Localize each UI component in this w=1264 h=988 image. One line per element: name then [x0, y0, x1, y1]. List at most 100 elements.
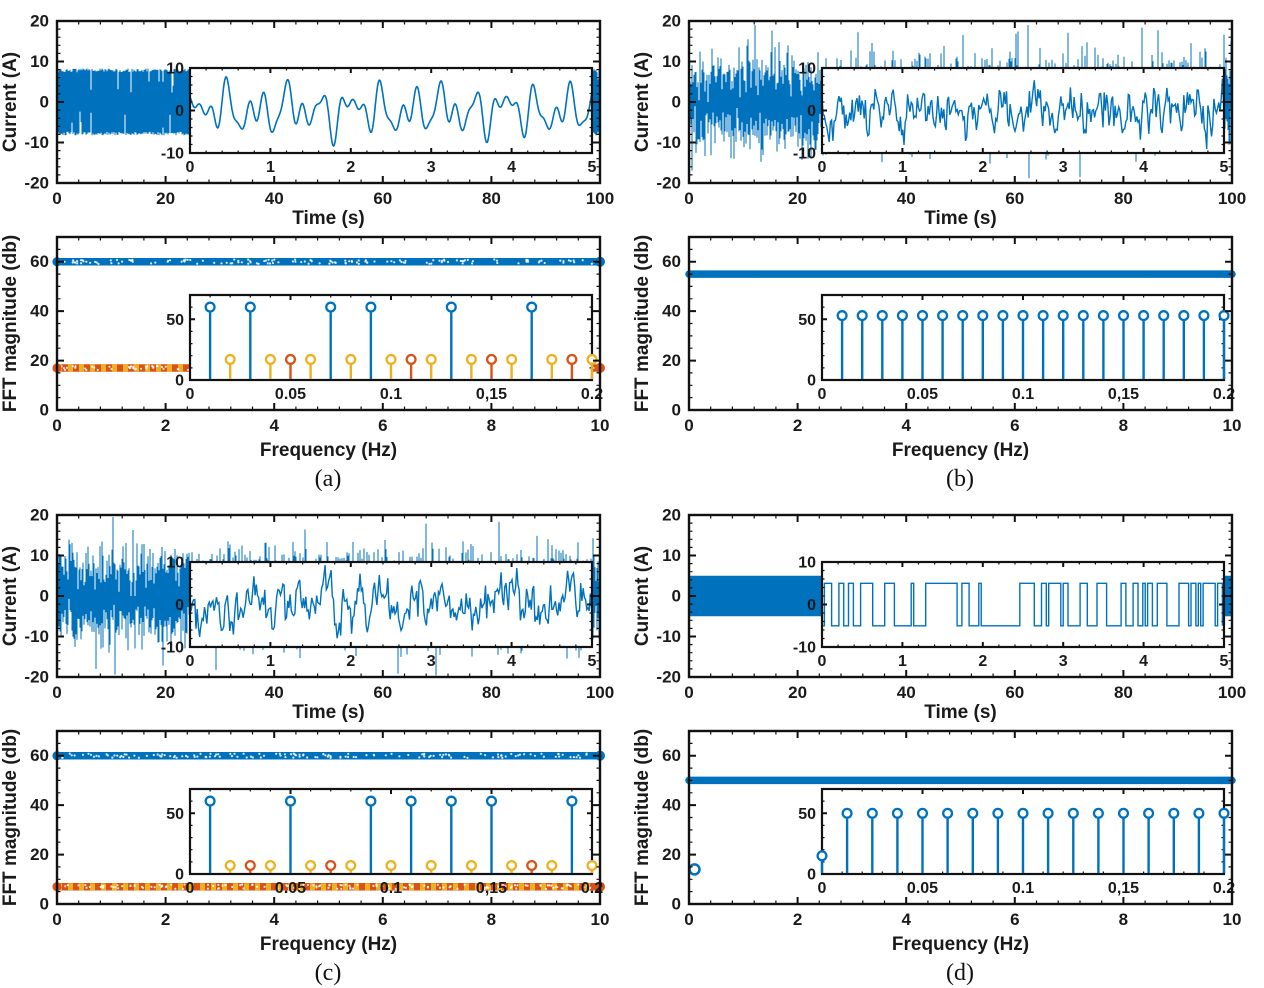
svg-text:0.05: 0.05: [275, 386, 306, 403]
svg-text:Frequency (Hz): Frequency (Hz): [260, 934, 397, 955]
svg-text:0.05: 0.05: [907, 880, 938, 897]
svg-text:0: 0: [52, 189, 61, 208]
svg-text:50: 50: [166, 312, 184, 329]
svg-text:0: 0: [52, 416, 61, 435]
svg-text:40: 40: [30, 796, 49, 815]
svg-text:40: 40: [265, 189, 284, 208]
svg-text:2: 2: [793, 910, 802, 929]
caption-b: (b): [946, 466, 974, 492]
svg-text:2: 2: [978, 159, 987, 176]
svg-text:20: 20: [30, 506, 49, 525]
svg-text:1: 1: [898, 653, 907, 670]
svg-text:100: 100: [1218, 683, 1246, 702]
svg-text:0: 0: [807, 597, 816, 614]
svg-text:5: 5: [1220, 653, 1229, 670]
svg-text:10: 10: [30, 52, 49, 71]
svg-text:80: 80: [482, 683, 501, 702]
svg-text:4: 4: [269, 910, 279, 929]
svg-text:2: 2: [978, 653, 987, 670]
svg-text:0: 0: [175, 867, 184, 884]
panel-b: 0 1 2 3 4 5 -10 0 10 0 20 40 60 80 100 -20 -10 0 10 20 Time …: [632, 0, 1264, 494]
panel-c: 0 1 2 3 4 5 -10 0 10 0 20 40 60 80 100 -20 -10 0 10 20 Time …: [0, 494, 632, 988]
svg-text:0: 0: [684, 416, 693, 435]
svg-text:4: 4: [507, 653, 516, 670]
svg-text:-10: -10: [24, 133, 49, 152]
svg-text:0: 0: [186, 880, 195, 897]
svg-text:Frequency (Hz): Frequency (Hz): [892, 934, 1029, 955]
svg-text:10: 10: [591, 416, 610, 435]
svg-text:60: 60: [373, 683, 392, 702]
svg-text:-10: -10: [793, 640, 816, 657]
svg-text:2: 2: [346, 159, 355, 176]
svg-text:0: 0: [672, 93, 681, 112]
svg-text:1: 1: [266, 159, 275, 176]
svg-text:8: 8: [487, 416, 496, 435]
svg-text:0: 0: [52, 683, 61, 702]
svg-text:0: 0: [40, 93, 49, 112]
svg-text:Current (A): Current (A): [0, 52, 21, 152]
svg-text:10: 10: [798, 61, 816, 78]
svg-text:8: 8: [1119, 910, 1128, 929]
svg-text:FFT magnitude (db): FFT magnitude (db): [0, 235, 21, 412]
svg-text:0.2: 0.2: [581, 386, 603, 403]
svg-text:6: 6: [1010, 910, 1019, 929]
svg-text:-10: -10: [656, 133, 681, 152]
svg-text:0: 0: [672, 401, 681, 420]
svg-text:10: 10: [591, 910, 610, 929]
svg-text:3: 3: [427, 159, 436, 176]
svg-text:20: 20: [662, 12, 681, 31]
svg-text:40: 40: [265, 683, 284, 702]
panel-d: 0 1 2 3 4 5 -10 0 10 0 20 40 60 80 100 -20 -10 0 10 20 Time …: [632, 494, 1264, 988]
svg-text:0: 0: [818, 159, 827, 176]
svg-text:0: 0: [40, 401, 49, 420]
svg-text:0: 0: [40, 895, 49, 914]
svg-text:20: 20: [156, 683, 175, 702]
svg-text:5: 5: [588, 653, 597, 670]
svg-text:1: 1: [898, 159, 907, 176]
svg-text:Current (A): Current (A): [632, 546, 653, 646]
svg-text:20: 20: [156, 189, 175, 208]
svg-text:100: 100: [1218, 189, 1246, 208]
svg-text:0: 0: [40, 587, 49, 606]
svg-text:0.1: 0.1: [380, 880, 402, 897]
svg-text:0,15: 0,15: [476, 386, 507, 403]
svg-text:10: 10: [1223, 910, 1242, 929]
svg-text:0: 0: [175, 597, 184, 614]
svg-text:0: 0: [186, 159, 195, 176]
svg-text:20: 20: [30, 351, 49, 370]
svg-text:40: 40: [897, 189, 916, 208]
svg-text:0: 0: [684, 910, 693, 929]
svg-text:FFT magnitude (db): FFT magnitude (db): [632, 729, 653, 906]
svg-text:Current (A): Current (A): [632, 52, 653, 152]
svg-text:0: 0: [186, 653, 195, 670]
svg-text:40: 40: [30, 302, 49, 321]
svg-text:20: 20: [30, 12, 49, 31]
svg-text:0: 0: [807, 103, 816, 120]
svg-text:4: 4: [901, 910, 911, 929]
svg-text:10: 10: [30, 546, 49, 565]
svg-text:0: 0: [672, 895, 681, 914]
svg-text:20: 20: [662, 351, 681, 370]
svg-text:Frequency (Hz): Frequency (Hz): [260, 440, 397, 461]
svg-text:50: 50: [166, 806, 184, 823]
svg-text:0,15: 0,15: [476, 880, 507, 897]
svg-text:FFT magnitude (db): FFT magnitude (db): [0, 729, 21, 906]
svg-text:0: 0: [52, 910, 61, 929]
svg-text:4: 4: [1139, 159, 1148, 176]
svg-text:-10: -10: [161, 640, 184, 657]
svg-text:Frequency (Hz): Frequency (Hz): [892, 440, 1029, 461]
svg-text:2: 2: [161, 910, 170, 929]
svg-text:6: 6: [1010, 416, 1019, 435]
svg-text:20: 20: [662, 506, 681, 525]
svg-text:1: 1: [266, 653, 275, 670]
svg-text:0: 0: [807, 373, 816, 390]
svg-text:Time (s): Time (s): [924, 702, 997, 723]
svg-text:0.1: 0.1: [1012, 386, 1034, 403]
svg-text:5: 5: [1220, 159, 1229, 176]
svg-text:Time (s): Time (s): [292, 702, 365, 723]
svg-text:3: 3: [1059, 653, 1068, 670]
svg-text:60: 60: [662, 252, 681, 271]
